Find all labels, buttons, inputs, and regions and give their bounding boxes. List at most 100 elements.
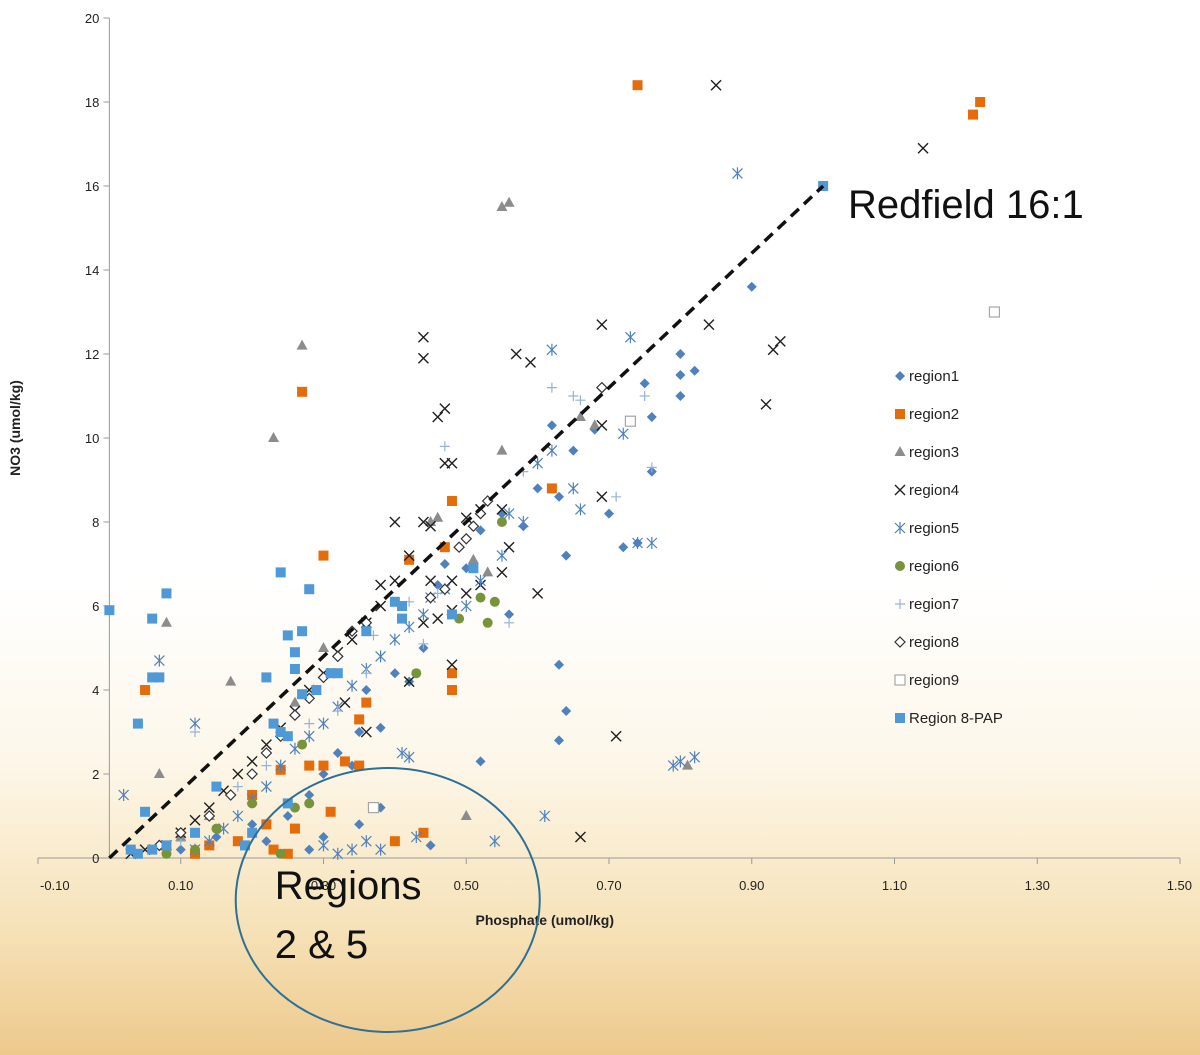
point-region-8-pap xyxy=(140,806,151,817)
point-region2 xyxy=(304,760,315,771)
point-region7 xyxy=(361,668,372,679)
point-region8 xyxy=(224,789,237,801)
point-region4 xyxy=(596,419,608,431)
point-region-8-pap xyxy=(397,601,408,611)
point-region4 xyxy=(189,814,201,826)
point-region8 xyxy=(424,591,437,604)
point-region-8-pap xyxy=(154,672,165,683)
y-tick-label: 6 xyxy=(92,599,99,614)
point-region5 xyxy=(346,679,358,692)
point-region6 xyxy=(211,823,222,834)
point-region4 xyxy=(375,600,387,612)
point-region4 xyxy=(403,676,415,688)
point-region5 xyxy=(153,654,165,667)
point-region2 xyxy=(140,685,151,695)
x-tick-label: 0.50 xyxy=(454,878,479,893)
y-tick-label: 20 xyxy=(85,11,99,26)
point-region9 xyxy=(367,801,380,814)
point-region2 xyxy=(439,542,450,553)
point-region1 xyxy=(561,706,572,716)
point-region4 xyxy=(346,634,358,646)
point-region3 xyxy=(296,339,308,350)
point-region7 xyxy=(575,395,586,406)
annotations: Regions 2 & 5 xyxy=(234,767,541,1033)
legend-marker-region8 xyxy=(894,636,906,648)
point-region4 xyxy=(417,516,429,528)
point-region1 xyxy=(432,580,443,590)
point-region1 xyxy=(439,559,450,569)
y-tick-label: 12 xyxy=(85,347,99,362)
regions-label-line2: 2 & 5 xyxy=(275,923,368,967)
point-region5 xyxy=(732,167,743,180)
point-region2 xyxy=(325,806,336,817)
point-region5 xyxy=(546,343,558,356)
axes: 0 2 4 6 8 10 12 14 16 18 20 -0.10 0.10 0.30 0.50 0.70 0.… xyxy=(7,11,1192,928)
point-region-8-pap xyxy=(325,668,336,679)
point-region-8-pap xyxy=(311,685,322,695)
point-region7 xyxy=(546,382,557,393)
point-region4 xyxy=(375,579,387,591)
point-region3 xyxy=(574,411,586,421)
point-region2 xyxy=(389,836,400,847)
point-region-8-pap xyxy=(147,672,158,683)
regions-label-line1: Regions xyxy=(275,864,422,908)
point-region2 xyxy=(446,685,457,695)
legend-label-region9: region9 xyxy=(909,672,959,689)
point-region4 xyxy=(403,550,415,562)
point-region4 xyxy=(596,319,608,331)
point-region5 xyxy=(617,427,629,440)
point-region2 xyxy=(968,109,979,120)
point-region3 xyxy=(160,616,172,627)
point-region5 xyxy=(403,621,415,633)
point-region5 xyxy=(674,755,686,768)
legend-marker-region2 xyxy=(895,409,905,419)
legend-label-region1: region1 xyxy=(909,368,959,385)
point-region3 xyxy=(589,419,601,430)
point-region2 xyxy=(404,554,415,565)
point-region2 xyxy=(289,823,300,834)
point-region6 xyxy=(247,798,258,809)
point-region-8-pap xyxy=(275,567,286,578)
point-region4 xyxy=(710,79,722,91)
point-region4 xyxy=(432,613,444,625)
point-region5 xyxy=(275,759,287,772)
point-region-8-pap xyxy=(289,647,300,658)
point-region4 xyxy=(510,348,522,360)
point-region-8-pap xyxy=(104,605,115,616)
x-tick-label: -0.10 xyxy=(40,878,70,893)
x-axis-title: Phosphate (umol/kg) xyxy=(476,912,614,928)
legend-label-region3: region3 xyxy=(909,444,959,461)
y-tick-label: 2 xyxy=(92,767,99,782)
point-region5 xyxy=(475,574,486,587)
legend-label-region-8-pap: Region 8-PAP xyxy=(909,710,1003,727)
point-region-8-pap xyxy=(190,827,201,838)
legend-label-region4: region4 xyxy=(909,482,959,499)
point-region3 xyxy=(289,696,301,707)
y-tick-label: 14 xyxy=(85,263,99,278)
point-region2 xyxy=(268,844,279,855)
x-tick-label: 1.10 xyxy=(882,878,907,893)
point-region5 xyxy=(667,759,679,772)
point-region-8-pap xyxy=(161,840,172,851)
point-region1 xyxy=(211,832,222,842)
point-region8 xyxy=(246,768,258,780)
point-region3 xyxy=(682,759,694,770)
point-region5 xyxy=(375,650,387,663)
legend-marker-region1 xyxy=(895,371,905,381)
point-region6 xyxy=(489,596,500,607)
point-region-8-pap xyxy=(261,672,272,683)
point-region-8-pap xyxy=(297,689,308,700)
point-region5 xyxy=(632,537,643,549)
point-region-8-pap xyxy=(239,840,250,851)
x-tick-label: 0.30 xyxy=(311,878,336,893)
point-region9 xyxy=(624,415,637,427)
point-region6 xyxy=(482,617,493,628)
point-region1 xyxy=(375,722,386,733)
point-region1 xyxy=(689,365,700,376)
point-region1 xyxy=(332,748,343,758)
point-region2 xyxy=(446,668,457,679)
point-region3 xyxy=(503,196,515,207)
point-region5 xyxy=(460,600,472,612)
